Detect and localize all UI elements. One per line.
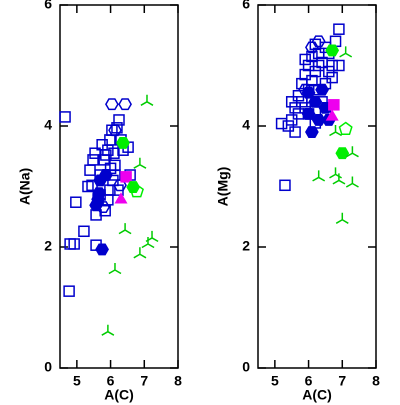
star-marker <box>345 146 359 158</box>
square-marker <box>312 59 325 72</box>
square-marker <box>275 117 288 130</box>
hexagon-marker <box>308 95 323 108</box>
square-marker <box>111 122 123 134</box>
square-marker <box>279 179 291 192</box>
hexagon-marker <box>301 86 316 99</box>
star-marker <box>339 46 353 58</box>
hexagon-marker <box>91 193 105 206</box>
star-marker <box>335 212 349 224</box>
square-marker <box>289 102 301 114</box>
y-tick-label: 6 <box>44 0 52 12</box>
square-marker <box>108 147 120 159</box>
square-marker <box>99 204 111 217</box>
square-marker <box>70 196 82 208</box>
plot-frame <box>257 4 377 369</box>
hexagon-marker <box>325 44 340 57</box>
square-marker <box>285 96 298 108</box>
star-marker <box>145 230 159 243</box>
square-marker <box>333 59 345 72</box>
star-marker <box>141 236 155 249</box>
hexagon-marker <box>301 107 316 120</box>
hexagon-marker <box>315 83 329 96</box>
hexagon-marker <box>116 136 130 149</box>
square-marker <box>63 285 75 297</box>
x-axis-label: A(C) <box>302 387 332 403</box>
x-tick-label: 5 <box>271 373 279 389</box>
star-marker <box>101 324 115 336</box>
y-tick-label: 2 <box>44 238 52 254</box>
x-tick-label: 6 <box>107 373 115 389</box>
hexagon-marker <box>95 243 109 256</box>
hexagon-marker <box>311 35 326 48</box>
star-marker <box>133 157 147 169</box>
square-marker <box>326 71 338 84</box>
star-marker <box>133 247 147 259</box>
hexagon-marker <box>118 98 132 111</box>
square-marker <box>282 120 295 132</box>
square-marker <box>299 53 311 66</box>
star-marker <box>329 124 342 137</box>
square-marker <box>328 99 340 111</box>
hexagon-marker <box>105 98 119 111</box>
y-axis-label: A(Na) <box>17 168 33 205</box>
hexagon-marker <box>305 126 319 138</box>
star-marker <box>312 170 326 182</box>
y-axis-label: A(Mg) <box>215 167 231 207</box>
triangle-marker <box>114 192 128 204</box>
y-tick-label: 0 <box>242 359 250 375</box>
hexagon-marker <box>335 147 350 160</box>
hexagon-marker <box>99 169 113 181</box>
y-tick-label: 2 <box>242 238 250 254</box>
square-marker <box>82 180 94 193</box>
square-marker <box>326 59 338 72</box>
x-axis-label: A(C) <box>104 387 134 403</box>
plot-frame <box>59 4 179 369</box>
star-marker <box>345 176 359 188</box>
star-marker <box>329 167 342 179</box>
x-tick-label: 7 <box>338 373 346 389</box>
y-tick-label: 0 <box>44 359 52 375</box>
star-marker <box>118 223 132 235</box>
square-marker <box>289 126 301 138</box>
hexagon-marker <box>311 114 326 126</box>
square-marker <box>309 65 322 78</box>
x-tick-label: 8 <box>372 373 380 389</box>
square-marker <box>84 164 96 176</box>
star-marker <box>108 262 122 275</box>
square-marker <box>306 74 318 87</box>
square-marker <box>89 147 101 159</box>
x-tick-label: 8 <box>174 373 182 389</box>
square-marker <box>285 114 298 126</box>
star-marker <box>332 173 346 185</box>
y-tick-label: 4 <box>242 117 250 133</box>
square-marker <box>87 154 99 166</box>
pentagon-marker <box>129 183 144 198</box>
hexagon-marker <box>305 41 319 54</box>
square-marker <box>59 111 71 123</box>
x-tick-label: 6 <box>305 373 313 389</box>
square-marker <box>120 171 132 183</box>
x-tick-label: 5 <box>73 373 81 389</box>
square-marker <box>323 65 335 78</box>
star-marker <box>140 94 154 106</box>
triangle-marker <box>325 109 339 121</box>
x-tick-label: 7 <box>140 373 148 389</box>
y-tick-label: 4 <box>44 117 52 133</box>
square-marker <box>68 238 80 250</box>
square-marker <box>113 114 125 126</box>
square-marker <box>333 23 345 35</box>
square-marker <box>292 90 305 102</box>
pentagon-marker <box>338 121 353 136</box>
y-tick-label: 6 <box>242 0 250 12</box>
hexagon-marker <box>108 124 122 137</box>
square-marker <box>306 50 318 63</box>
square-marker <box>78 225 90 238</box>
